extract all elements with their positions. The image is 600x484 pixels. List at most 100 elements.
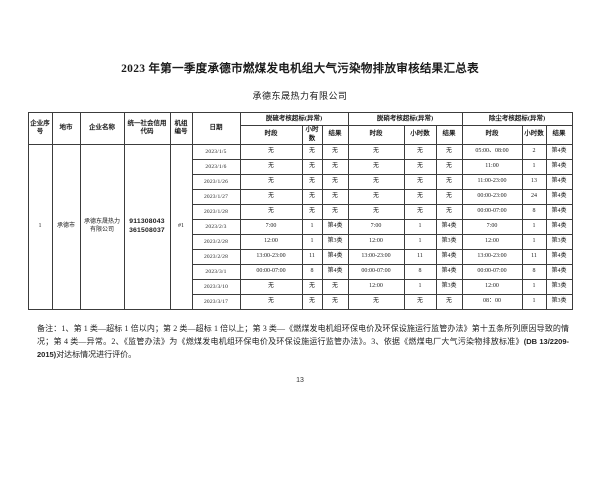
dust-hours-cell: 8 bbox=[521, 203, 547, 220]
dust-result-cell: 第4类 bbox=[545, 203, 573, 220]
nox-result-cell: 第4类 bbox=[435, 248, 463, 265]
dust-period-cell: 08：00 bbox=[461, 293, 523, 310]
table-header: 企业序号 地市 企业名称 统一社会信用代码 机组编号 日期 脱硫考核超标(异常)… bbox=[27, 112, 573, 145]
table-row: 1 承德市 承德东晟热力有限公司 911308043 361508037 #1 2023/… bbox=[27, 143, 573, 310]
so2-result-cell: 第4类 bbox=[321, 263, 349, 280]
so2-result-cell: 无 bbox=[321, 293, 349, 310]
header-city: 地市 bbox=[51, 112, 81, 145]
date-cell: 2023/1/6 bbox=[191, 158, 241, 175]
so2-result-cell: 第3类 bbox=[321, 233, 349, 250]
dust-hours-cell: 1 bbox=[521, 278, 547, 295]
notes-text: 对达标情况进行评价。 bbox=[56, 349, 137, 359]
so2-result-cell: 无 bbox=[321, 143, 349, 160]
date-cell: 2023/3/10 bbox=[191, 278, 241, 295]
nox-hours-cell: 1 bbox=[403, 278, 437, 295]
so2-period-cell: 无 bbox=[239, 188, 303, 205]
dust-hours-cell: 2 bbox=[521, 143, 547, 160]
nox-hours-cell: 无 bbox=[403, 293, 437, 310]
so2-period-cell: 无 bbox=[239, 173, 303, 190]
so2-hours-cell: 无 bbox=[301, 203, 323, 220]
city-cell: 承德市 bbox=[51, 143, 81, 310]
header-unit-no: 机组编号 bbox=[169, 112, 193, 145]
so2-hours-cell: 无 bbox=[301, 158, 323, 175]
header-credit-code: 统一社会信用代码 bbox=[123, 112, 171, 145]
notes: 备注：1、第 1 类—超标 1 倍以内；第 2 类—超标 1 倍以上；第 3 类… bbox=[37, 322, 569, 361]
dust-period-cell: 00:00-07:00 bbox=[461, 263, 523, 280]
so2-hours-cell: 无 bbox=[301, 173, 323, 190]
dust-result-cell: 第4类 bbox=[545, 248, 573, 265]
nox-period-cell: 00:00-07:00 bbox=[347, 263, 405, 280]
dust-period-cell: 7:00 bbox=[461, 218, 523, 235]
nox-result-cell: 第4类 bbox=[435, 263, 463, 280]
date-cell: 2023/1/27 bbox=[191, 188, 241, 205]
date-cell: 2023/1/28 bbox=[191, 203, 241, 220]
header-dust-period: 时段 bbox=[461, 125, 523, 145]
dust-period-cell: 11:00-23:00 bbox=[461, 173, 523, 190]
unit-no-cell: #1 bbox=[169, 143, 193, 310]
credit-code-cell: 911308043 361508037 bbox=[123, 143, 171, 310]
header-date: 日期 bbox=[191, 112, 241, 145]
dust-period-cell: 00:00-23:00 bbox=[461, 188, 523, 205]
table-body: 1 承德市 承德东晟热力有限公司 911308043 361508037 #1 2023/… bbox=[27, 143, 573, 310]
so2-hours-cell: 无 bbox=[301, 293, 323, 310]
header-nox-result: 结果 bbox=[435, 125, 463, 145]
nox-period-cell: 无 bbox=[347, 143, 405, 160]
dust-hours-cell: 1 bbox=[521, 233, 547, 250]
so2-hours-cell: 无 bbox=[301, 143, 323, 160]
table-row: 2023/1/27 无无无无无无 00:00-23:00 24 第4类 bbox=[28, 188, 573, 205]
notes-text: 备注：1、第 1 类—超标 1 倍以内；第 2 类—超标 1 倍以上；第 3 类… bbox=[37, 323, 569, 346]
dust-hours-cell: 1 bbox=[521, 158, 547, 175]
header-serial: 企业序号 bbox=[27, 112, 53, 145]
dust-result-cell: 第3类 bbox=[545, 233, 573, 250]
nox-result-cell: 第3类 bbox=[435, 278, 463, 295]
so2-hours-cell: 1 bbox=[301, 218, 323, 235]
header-nox-period: 时段 bbox=[347, 125, 405, 145]
dust-result-cell: 第4类 bbox=[545, 188, 573, 205]
so2-result-cell: 无 bbox=[321, 278, 349, 295]
page-number: 13 bbox=[296, 376, 304, 384]
dust-period-cell: 13:00-23:00 bbox=[461, 248, 523, 265]
so2-period-cell: 无 bbox=[239, 203, 303, 220]
header-group-so2: 脱硫考核超标(异常) bbox=[239, 112, 349, 126]
dust-hours-cell: 1 bbox=[521, 218, 547, 235]
nox-hours-cell: 1 bbox=[403, 233, 437, 250]
header-so2-result: 结果 bbox=[321, 125, 349, 145]
nox-result-cell: 第4类 bbox=[435, 218, 463, 235]
so2-period-cell: 无 bbox=[239, 158, 303, 175]
nox-period-cell: 无 bbox=[347, 158, 405, 175]
so2-period-cell: 12:00 bbox=[239, 233, 303, 250]
nox-result-cell: 无 bbox=[435, 203, 463, 220]
so2-hours-cell: 无 bbox=[301, 278, 323, 295]
header-group-nox: 脱硝考核超标(异常) bbox=[347, 112, 463, 126]
dust-period-cell: 12:00 bbox=[461, 278, 523, 295]
date-cell: 2023/3/17 bbox=[191, 293, 241, 310]
nox-period-cell: 13:00-23:00 bbox=[347, 248, 405, 265]
header-group-dust: 除尘考核超标(异常) bbox=[461, 112, 573, 126]
header-dust-result: 结果 bbox=[545, 125, 573, 145]
dust-hours-cell: 1 bbox=[521, 293, 547, 310]
header-nox-hours: 小时数 bbox=[403, 125, 437, 145]
so2-result-cell: 无 bbox=[321, 173, 349, 190]
table-row: 2023/3/10 无无无 12:00 1 第3类 12:00 1 第3类 bbox=[28, 278, 573, 295]
nox-result-cell: 无 bbox=[435, 143, 463, 160]
so2-hours-cell: 1 bbox=[301, 233, 323, 250]
so2-period-cell: 无 bbox=[239, 293, 303, 310]
so2-period-cell: 无 bbox=[239, 143, 303, 160]
dust-period-cell: 00:00-07:00 bbox=[461, 203, 523, 220]
serial-cell: 1 bbox=[27, 143, 53, 310]
so2-hours-cell: 8 bbox=[301, 263, 323, 280]
nox-hours-cell: 无 bbox=[403, 203, 437, 220]
nox-result-cell: 无 bbox=[435, 173, 463, 190]
company-name-cell: 承德东晟热力有限公司 bbox=[79, 143, 125, 310]
nox-hours-cell: 8 bbox=[403, 263, 437, 280]
date-cell: 2023/2/3 bbox=[191, 218, 241, 235]
dust-hours-cell: 13 bbox=[521, 173, 547, 190]
nox-result-cell: 第3类 bbox=[435, 233, 463, 250]
so2-hours-cell: 11 bbox=[301, 248, 323, 265]
dust-result-cell: 第4类 bbox=[545, 158, 573, 175]
nox-period-cell: 12:00 bbox=[347, 278, 405, 295]
dust-hours-cell: 24 bbox=[521, 188, 547, 205]
dust-result-cell: 第3类 bbox=[545, 293, 573, 310]
nox-period-cell: 12:00 bbox=[347, 233, 405, 250]
nox-result-cell: 无 bbox=[435, 188, 463, 205]
